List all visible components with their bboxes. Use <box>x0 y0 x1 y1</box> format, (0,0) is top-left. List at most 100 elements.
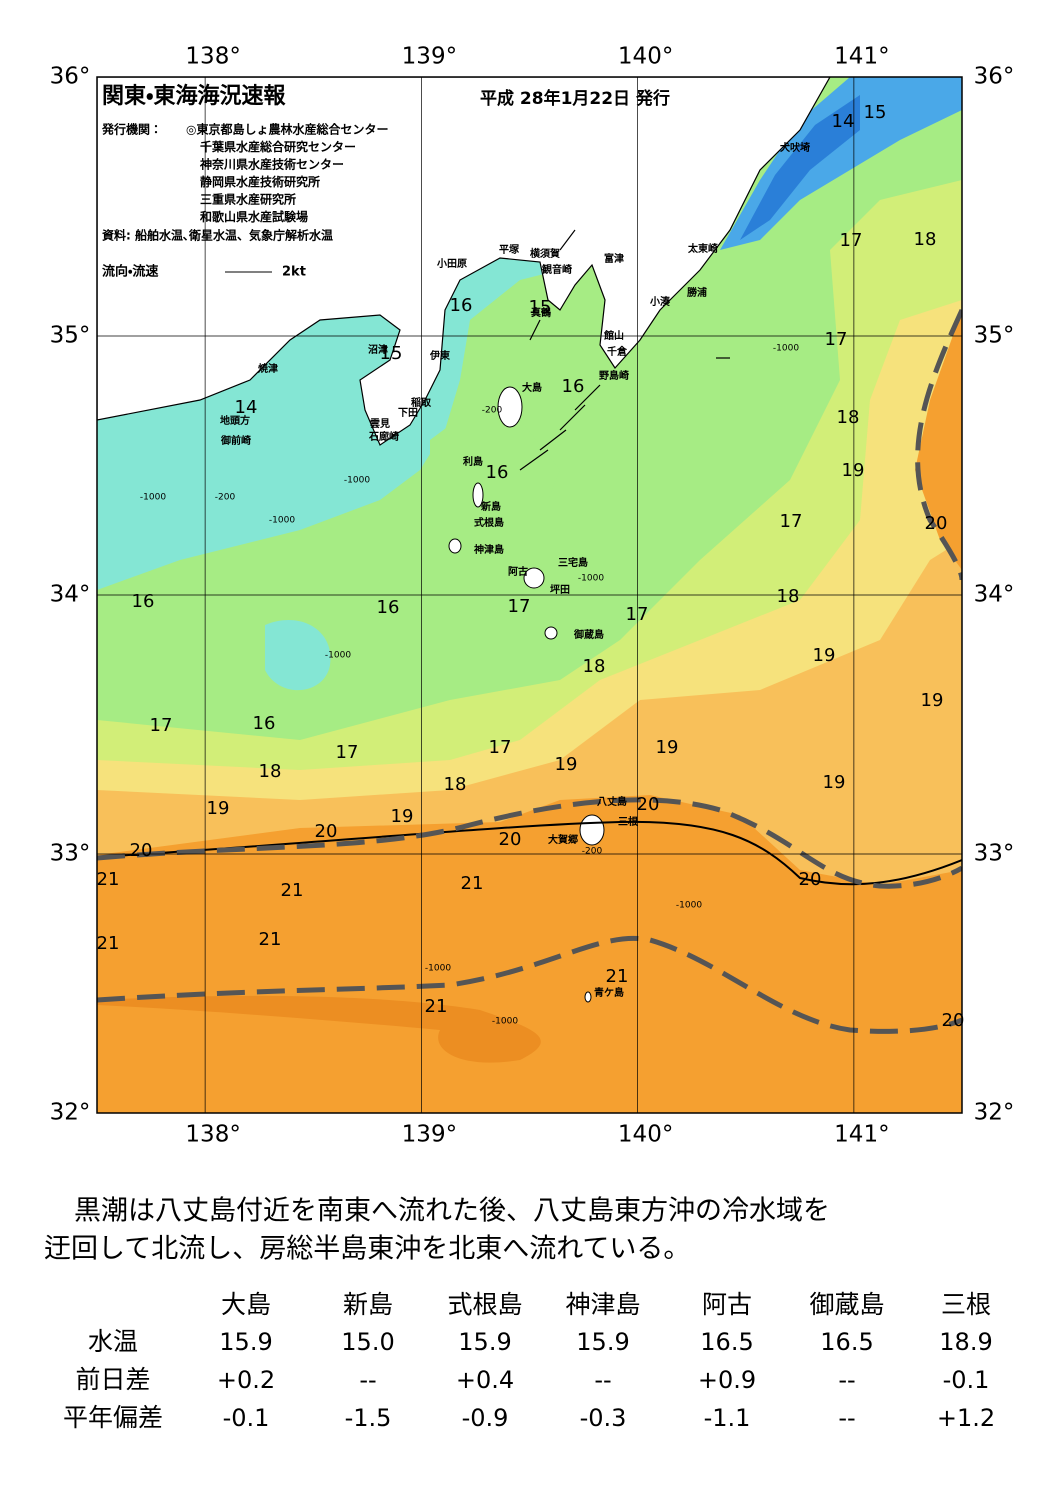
table-header: 御蔵島 <box>809 1290 884 1319</box>
table-header: 神津島 <box>565 1290 640 1319</box>
lon-label-top: 140° <box>618 44 673 70</box>
table-cell: -1.1 <box>704 1404 751 1432</box>
isotherm-label: 20 <box>130 840 153 861</box>
description-line: 迂回して北流し、房総半島東沖を北東へ流れている。 <box>44 1234 690 1265</box>
isotherm-label: 14 <box>235 397 258 418</box>
lon-label-bottom: 141° <box>834 1122 889 1148</box>
place-label: 青ケ島 <box>594 986 624 999</box>
isotherm-label: 18 <box>444 774 467 795</box>
isotherm-label: 19 <box>813 645 836 666</box>
isotherm-label: 21 <box>606 966 629 987</box>
island-oshima <box>497 386 523 428</box>
lon-label-bottom: 140° <box>618 1122 673 1148</box>
table-cell: 16.5 <box>820 1328 873 1356</box>
row-label: 平年偏差 <box>63 1403 163 1432</box>
lat-label-right: 36° <box>974 64 1015 90</box>
isotherm-label: 17 <box>780 511 803 532</box>
table-cell: -0.1 <box>943 1366 990 1394</box>
isotherm-label: 14 <box>832 111 855 132</box>
isotherm-label: 21 <box>97 933 120 954</box>
sea-16-izu <box>430 410 560 600</box>
issuer: 神奈川県水産技術センター <box>199 157 344 172</box>
issuer: 三重県水産研究所 <box>200 192 296 207</box>
place-label: 大島 <box>522 381 542 394</box>
isotherm-label: 18 <box>837 407 860 428</box>
isotherm-label: 19 <box>656 737 679 758</box>
place-label: 富津 <box>604 252 624 265</box>
land <box>97 77 831 446</box>
table-cell: -0.1 <box>223 1404 270 1432</box>
isotherm-label: 20 <box>315 821 338 842</box>
place-label: 石廊崎 <box>368 430 399 443</box>
isotherm-label: 18 <box>259 761 282 782</box>
place-label: 地頭方 <box>220 414 250 427</box>
depth-label: -1000 <box>492 1017 518 1027</box>
table-cell: 15.0 <box>341 1328 394 1356</box>
isotherm-label: 21 <box>259 929 282 950</box>
place-label: 太東崎 <box>687 242 718 255</box>
depth-label: -1000 <box>578 574 604 584</box>
isotherm-label: 20 <box>799 869 822 890</box>
place-label: 神津島 <box>473 543 504 556</box>
isotherm-label: 15 <box>529 297 552 318</box>
isotherm-label: 15 <box>380 343 403 364</box>
table-header: 大島 <box>221 1290 271 1319</box>
table-cell: 18.9 <box>939 1328 992 1356</box>
legend-speed: 2kt <box>282 265 306 280</box>
issuer-label: 発行機関： <box>101 122 162 137</box>
row-label: 水温 <box>88 1327 138 1356</box>
depth-label: -1000 <box>773 344 799 354</box>
table-cell: 15.9 <box>458 1328 511 1356</box>
isotherm-label: 17 <box>825 329 848 350</box>
issuer: 千葉県水産総合研究センター <box>200 139 356 154</box>
isotherm-label: 17 <box>626 604 649 625</box>
place-label: 勝浦 <box>687 286 707 299</box>
place-label: 犬吠埼 <box>780 141 810 154</box>
isotherm-label: 18 <box>914 229 937 250</box>
isotherm-label: 19 <box>842 460 865 481</box>
lon-label-top: 139° <box>402 44 457 70</box>
table-cell: +0.9 <box>698 1366 756 1394</box>
lon-label-bottom: 138° <box>185 1122 240 1148</box>
table-header: 式根島 <box>447 1290 522 1319</box>
table-cell: +1.2 <box>937 1404 995 1432</box>
isotherm-label: 18 <box>583 656 606 677</box>
issuer: ◎東京都島しょ農林水産総合センター <box>186 122 388 137</box>
place-label: 伊東 <box>429 349 450 362</box>
source: 資料: 船舶水温､衛星水温、気象庁解析水温 <box>102 228 333 243</box>
isotherm-label: 21 <box>425 996 448 1017</box>
depth-label: -1000 <box>676 901 702 911</box>
place-label: 横須賀 <box>530 247 560 260</box>
lat-label-right: 34° <box>974 582 1015 608</box>
place-label: 沼津 <box>368 343 388 356</box>
island-aogashima <box>584 991 592 1003</box>
table-header: 三根 <box>941 1290 991 1319</box>
place-label: 下田 <box>398 407 418 419</box>
place-label: 野島崎 <box>599 369 629 382</box>
place-label: 小湊 <box>649 295 671 308</box>
place-label: 御前崎 <box>220 434 251 447</box>
isotherm-label: 17 <box>840 230 863 251</box>
place-label: 稲取 <box>411 396 432 409</box>
isotherm-label: 19 <box>921 690 944 711</box>
kuroshio-branch <box>97 935 962 1034</box>
table-cell: -0.3 <box>580 1404 627 1432</box>
table-header: 新島 <box>343 1290 393 1319</box>
island-niijima <box>472 482 484 508</box>
description-line: 黒潮は八丈島付近を南東へ流れた後、八丈島東方沖の冷水域を <box>74 1196 830 1227</box>
place-label: 館山 <box>603 329 624 342</box>
lat-label-right: 35° <box>974 323 1015 349</box>
sea-layers <box>97 77 962 1113</box>
place-label: 真鶴 <box>531 306 551 319</box>
issuer: 静岡県水産技術研究所 <box>200 174 320 189</box>
lat-label-left: 36° <box>50 64 91 90</box>
island-kozushima <box>448 538 462 554</box>
depth-label: -1000 <box>269 516 295 526</box>
depth-label: -1000 <box>140 493 166 503</box>
place-label: 三宅島 <box>558 556 588 569</box>
lat-label-right: 32° <box>974 1100 1015 1126</box>
depth-label: -200 <box>215 493 236 503</box>
issuer: 和歌山県水産試験場 <box>199 209 308 224</box>
